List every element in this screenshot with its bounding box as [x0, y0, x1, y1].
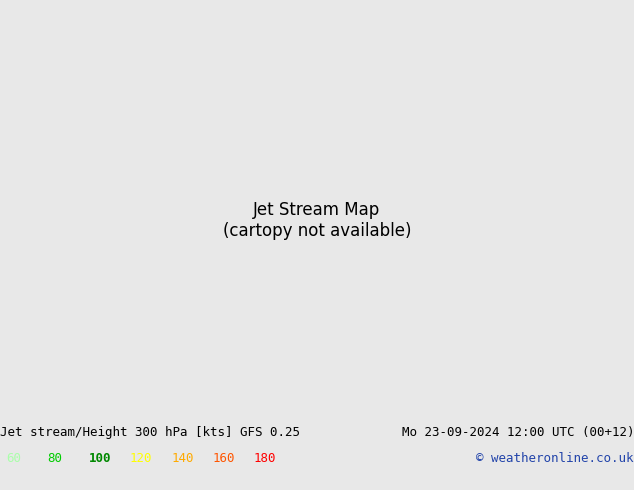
Text: 180: 180: [254, 452, 276, 465]
Text: Mo 23-09-2024 12:00 UTC (00+12): Mo 23-09-2024 12:00 UTC (00+12): [401, 425, 634, 439]
Text: 80: 80: [48, 452, 63, 465]
Text: 140: 140: [171, 452, 193, 465]
Text: © weatheronline.co.uk: © weatheronline.co.uk: [477, 452, 634, 465]
Text: 160: 160: [212, 452, 235, 465]
Text: Jet stream/Height 300 hPa [kts] GFS 0.25: Jet stream/Height 300 hPa [kts] GFS 0.25: [0, 425, 300, 439]
Text: 100: 100: [89, 452, 111, 465]
Text: 120: 120: [130, 452, 152, 465]
Text: 60: 60: [6, 452, 22, 465]
Text: Jet Stream Map
(cartopy not available): Jet Stream Map (cartopy not available): [223, 201, 411, 240]
